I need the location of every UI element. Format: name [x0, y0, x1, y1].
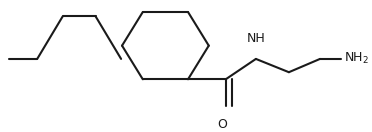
Text: O: O	[217, 117, 227, 131]
Text: NH$_2$: NH$_2$	[344, 51, 369, 67]
Text: NH: NH	[247, 32, 265, 45]
